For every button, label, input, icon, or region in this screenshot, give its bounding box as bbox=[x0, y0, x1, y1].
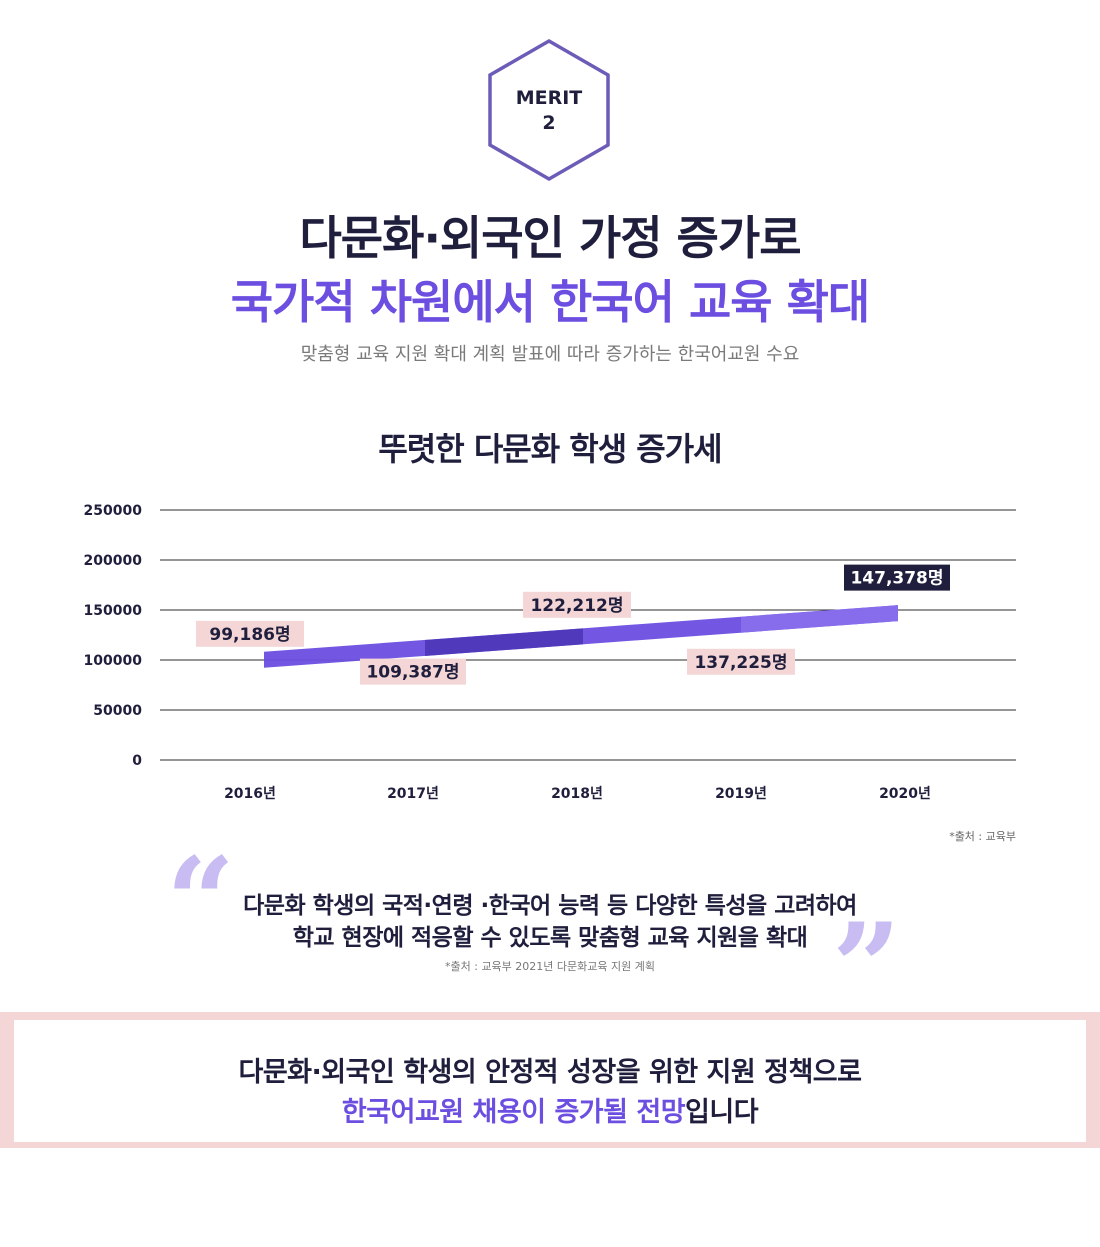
conclusion-banner: 다문화·외국인 학생의 안정적 성장을 위한 지원 정책으로 한국어교원 채용이… bbox=[0, 1012, 1100, 1148]
data-label-box bbox=[196, 620, 304, 647]
series-line-highlight bbox=[741, 605, 898, 633]
x-tick-label: 2017년 bbox=[387, 786, 439, 802]
quote-source: *출처 : 교육부 2021년 다문화교육 지원 계획 bbox=[445, 960, 655, 973]
quote-line1: 다문화 학생의 국적·연령 ·한국어 능력 등 다양한 특성을 고려하여 bbox=[243, 893, 857, 919]
data-label-box bbox=[844, 564, 950, 591]
banner-line1: 다문화·외국인 학생의 안정적 성장을 위한 지원 정책으로 bbox=[238, 1057, 862, 1088]
headline-line1: 다문화·외국인 가정 증가로 bbox=[299, 211, 801, 265]
merit-label: MERIT bbox=[515, 87, 583, 109]
open-quote-icon: “ bbox=[166, 831, 236, 972]
x-tick-label: 2016년 bbox=[224, 786, 276, 802]
chart-source: *출처 : 교육부 bbox=[949, 830, 1016, 843]
data-label: 122,212명 bbox=[530, 596, 623, 616]
data-label: 109,387명 bbox=[366, 663, 459, 683]
x-tick-label: 2019년 bbox=[715, 786, 767, 802]
data-label: 99,186명 bbox=[209, 625, 290, 645]
subtitle: 맞춤형 교육 지원 확대 계획 발표에 따라 증가하는 한국어교원 수요 bbox=[300, 344, 800, 365]
x-tick-label: 2018년 bbox=[551, 786, 603, 802]
merit-number: 2 bbox=[542, 112, 556, 134]
line-chart: 250000 200000 150000 100000 50000 0 2016년 2017년… bbox=[84, 503, 1016, 802]
y-tick-label: 0 bbox=[132, 753, 142, 769]
banner-line2: 한국어교원 채용이 증가될 전망입니다 bbox=[14, 1090, 1086, 1129]
y-tick-label: 200000 bbox=[84, 553, 143, 569]
data-label: 147,378명 bbox=[850, 569, 943, 589]
y-tick-label: 250000 bbox=[84, 503, 143, 519]
data-label: 137,225명 bbox=[694, 653, 787, 673]
banner-accent-text: 한국어교원 채용이 증가될 전망 bbox=[341, 1097, 686, 1128]
y-tick-label: 100000 bbox=[84, 653, 143, 669]
data-label-box bbox=[360, 658, 466, 685]
quote-line2: 학교 현장에 적응할 수 있도록 맞춤형 교육 지원을 확대 bbox=[292, 925, 808, 951]
data-label-box bbox=[523, 591, 631, 618]
y-tick-label: 150000 bbox=[84, 603, 143, 619]
banner-rest-text: 입니다 bbox=[685, 1097, 759, 1128]
x-tick-label: 2020년 bbox=[879, 786, 931, 802]
y-tick-label: 50000 bbox=[93, 703, 142, 719]
merit-badge-label: MERIT 2 bbox=[486, 86, 612, 136]
hexagon-icon bbox=[488, 38, 610, 182]
data-label-box bbox=[687, 648, 795, 675]
series-line-shade bbox=[425, 628, 583, 656]
merit-badge: MERIT 2 bbox=[486, 38, 612, 182]
headline-line2: 국가적 차원에서 한국어 교육 확대 bbox=[230, 275, 871, 329]
conclusion-banner-inner: 다문화·외국인 학생의 안정적 성장을 위한 지원 정책으로 한국어교원 채용이… bbox=[14, 1020, 1086, 1142]
close-quote-icon: ” bbox=[832, 897, 902, 1038]
chart-title: 뚜렷한 다문화 학생 증가세 bbox=[378, 430, 722, 468]
